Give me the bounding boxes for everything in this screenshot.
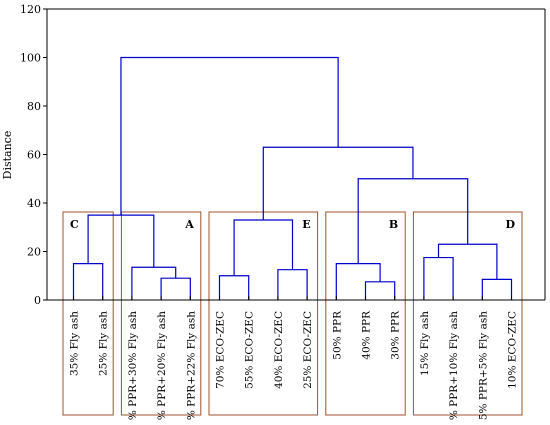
leaf-label: 15% PPR+10% Fly ash bbox=[448, 311, 460, 420]
y-tick-label: 20 bbox=[27, 246, 41, 259]
y-tick-label: 40 bbox=[27, 197, 41, 210]
dendrogram-merge bbox=[277, 269, 308, 300]
dendrogram-merge bbox=[364, 281, 396, 300]
y-tick-label: 0 bbox=[34, 294, 41, 307]
cluster-box-a bbox=[120, 211, 202, 416]
cluster-box-b bbox=[325, 211, 406, 416]
leaf-label: 30% PPR bbox=[390, 310, 402, 360]
leaf-label: 5% PPR+5% Fly ash bbox=[477, 311, 489, 420]
leaf-label: 50% PPR bbox=[331, 310, 343, 360]
dendrogram-merge bbox=[72, 263, 104, 300]
leaf-label: 70% ECO-ZEC bbox=[215, 311, 227, 389]
y-axis: Distance 0 20 40 60 80 100 120 bbox=[1, 3, 546, 307]
cluster-box-c bbox=[62, 211, 114, 416]
dendrogram-tree bbox=[72, 56, 513, 300]
leaf-label: 10% ECO-ZEC bbox=[507, 311, 519, 389]
leaf-label: 55% ECO-ZEC bbox=[244, 311, 256, 389]
leaf-label: 15% PPR+20% Fly ash bbox=[156, 311, 168, 420]
cluster-label-c: C bbox=[70, 218, 79, 231]
leaf-label: 25% Fly ash bbox=[98, 311, 110, 376]
dendrogram-merge bbox=[131, 266, 177, 300]
leaf-label: 40% PPR bbox=[361, 310, 373, 360]
dendrogram-merge bbox=[423, 256, 454, 300]
y-tick-label: 120 bbox=[20, 3, 41, 16]
leaf-label: 35% Fly ash bbox=[69, 311, 81, 376]
dendrogram-merge bbox=[218, 275, 250, 300]
leaf-label: 25% ECO-ZEC bbox=[302, 311, 314, 389]
dendrogram-merge bbox=[437, 243, 498, 280]
dendrogram-merge bbox=[233, 219, 294, 276]
leaf-label: 15% Fly ash bbox=[419, 311, 431, 376]
y-tick-label: 100 bbox=[20, 52, 41, 65]
y-tick-label: 60 bbox=[27, 149, 41, 162]
dendrogram-merge bbox=[120, 56, 339, 216]
leaf-label: 40% ECO-ZEC bbox=[273, 311, 285, 389]
cluster-label-d: D bbox=[505, 218, 515, 231]
cluster-label-e: E bbox=[302, 218, 310, 231]
leaf-label: 15% PPR+30% Fly ash bbox=[127, 311, 139, 420]
dendrogram-merge bbox=[160, 277, 191, 300]
y-axis-label: Distance bbox=[1, 131, 14, 180]
leaf-label: 18% PPR+22% Fly ash bbox=[185, 311, 197, 420]
dendrogram-merge bbox=[481, 278, 513, 300]
cluster-label-a: A bbox=[184, 218, 194, 231]
leaf-labels: 35% Fly ash 25% Fly ash 15% PPR+30% Fly as… bbox=[69, 310, 519, 425]
dendrogram-merge bbox=[262, 146, 414, 220]
y-tick-label: 80 bbox=[27, 100, 41, 113]
cluster-label-b: B bbox=[389, 218, 398, 231]
